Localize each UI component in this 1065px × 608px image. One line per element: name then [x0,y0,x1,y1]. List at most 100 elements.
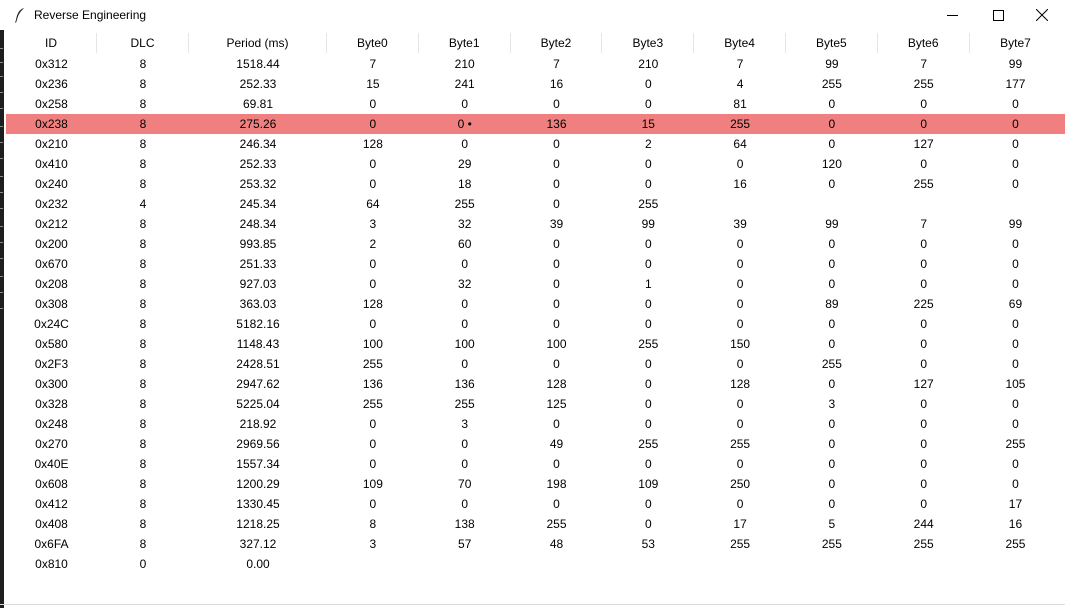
table-row[interactable]: 0x670 8 251.33 0 0 0 0 0 0 0 0 [6,254,1065,274]
cell-byte5: 255 [821,77,842,91]
cell-byte4: 255 [730,437,751,451]
table-row[interactable]: 0x308 8 363.03 128 0 0 0 0 89 225 69 [6,294,1065,314]
table-row[interactable]: 0x258 8 69.81 0 0 0 0 81 0 0 0 [6,94,1065,114]
table-row[interactable]: 0x312 8 1518.44 7 210 7 210 7 99 7 99 [6,54,1065,74]
cell-dlc: 8 [139,297,147,311]
cell-period: 5182.16 [236,317,280,331]
cell-byte7: 105 [1005,377,1026,391]
cell-period: 327.12 [239,537,277,551]
cell-byte1: 0 [461,357,469,371]
column-header-byte5[interactable]: Byte5 [786,33,878,53]
table-row[interactable]: 0x210 8 246.34 128 0 0 2 64 0 127 0 [6,134,1065,154]
table-row[interactable]: 0x208 8 927.03 0 32 0 1 0 0 0 0 [6,274,1065,294]
cell-byte7: 255 [1005,437,1026,451]
table-row[interactable]: 0x608 8 1200.29 109 70 198 109 250 0 0 0 [6,474,1065,494]
cell-byte2: 136 [546,117,567,131]
cell-id: 0x212 [35,217,68,231]
cell-byte5: 0 [828,457,836,471]
cell-byte2: 16 [549,77,564,91]
cell-period: 1200.29 [236,477,280,491]
minimize-button[interactable] [929,0,975,30]
cell-byte7: 255 [1005,537,1026,551]
column-header-byte1[interactable]: Byte1 [419,33,511,53]
cell-dlc: 8 [139,377,147,391]
table-row[interactable]: 0x810 0 0.00 [6,554,1065,574]
cell-dlc: 8 [139,417,147,431]
cell-byte2: 0 [553,137,560,151]
cell-byte3: 0 [644,157,652,171]
table-row[interactable]: 0x240 8 253.32 0 18 0 0 16 0 255 0 [6,174,1065,194]
cell-byte0: 100 [362,337,383,351]
cell-byte0: 255 [362,357,383,371]
column-header-byte3[interactable]: Byte3 [602,33,695,53]
table-row[interactable]: 0x200 8 993.85 2 60 0 0 0 0 0 0 [6,234,1065,254]
cell-byte7: 16 [1008,517,1023,531]
cell-period: 1518.44 [236,57,280,71]
cell-byte6: 0 [920,457,928,471]
table-row[interactable]: 0x328 8 5225.04 255 255 125 0 0 3 0 0 [6,394,1065,414]
cell-period: 1148.43 [236,337,280,351]
column-header-byte2[interactable]: Byte2 [511,33,603,53]
column-header-byte4[interactable]: Byte4 [694,33,786,53]
column-header-byte0[interactable]: Byte0 [327,33,419,53]
cell-dlc: 8 [139,77,147,91]
table-row[interactable]: 0x580 8 1148.43 100 100 100 255 150 0 0 0 [6,334,1065,354]
cell-dlc: 8 [139,317,147,331]
cell-byte7: 0 [1012,337,1019,351]
cell-dlc: 8 [139,97,147,111]
cell-byte4: 250 [730,477,751,491]
column-header-byte7[interactable]: Byte7 [1000,36,1031,50]
table-row[interactable]: 0x212 8 248.34 3 32 39 99 39 99 7 99 [6,214,1065,234]
cell-byte5: 0 [828,337,836,351]
cell-byte4: 0 [736,277,744,291]
cell-byte1: 100 [454,337,475,351]
cell-byte5: 3 [828,397,836,411]
cell-dlc: 4 [139,197,147,211]
cell-byte1 [419,554,511,574]
table-row[interactable]: 0x408 8 1218.25 8 138 255 0 17 5 244 16 [6,514,1065,534]
cell-period: 253.32 [239,177,277,191]
cell-id: 0x412 [35,497,68,511]
cell-byte3: 53 [641,537,655,551]
column-header-id[interactable]: ID [6,33,97,53]
cell-byte2: 0 [553,237,560,251]
column-header-dlc[interactable]: DLC [97,33,189,53]
cell-byte2: 0 [553,497,560,511]
cell-id: 0x240 [35,177,68,191]
table-row[interactable]: 0x24C 8 5182.16 0 0 0 0 0 0 0 0 [6,314,1065,334]
cell-byte6: 0 [920,97,928,111]
cell-byte0: 0 [369,457,377,471]
cell-byte7 [970,554,1062,574]
table-row[interactable]: 0x412 8 1330.45 0 0 0 0 0 0 0 17 [6,494,1065,514]
table-row[interactable]: 0x6FA 8 327.12 3 57 48 53 255 255 255 255 [6,534,1065,554]
cell-period: 2428.51 [236,357,280,371]
cell-byte2: 0 [553,457,560,471]
close-button[interactable] [1019,0,1065,30]
cell-byte5: 0 [828,257,836,271]
table-row[interactable]: 0x40E 8 1557.34 0 0 0 0 0 0 0 0 [6,454,1065,474]
table-row[interactable]: 0x236 8 252.33 15 241 16 0 4 255 255 177 [6,74,1065,94]
table-row-selected[interactable]: 0x238 8 275.26 0 0 • 136 15 255 0 0 0 [6,114,1065,134]
background-window-edge [0,30,4,608]
table-row[interactable]: 0x248 8 218.92 0 3 0 0 0 0 0 0 [6,414,1065,434]
cell-byte7: 0 [1012,397,1019,411]
cell-byte1: 138 [454,517,475,531]
cell-byte4: 0 [736,497,744,511]
column-header-period[interactable]: Period (ms) [189,33,327,53]
table-row[interactable]: 0x232 4 245.34 64 255 0 255 [6,194,1065,214]
cell-byte0: 8 [369,517,377,531]
cell-byte0 [327,554,419,574]
cell-byte4: 0 [736,357,744,371]
can-message-table[interactable]: ID DLC Period (ms) Byte0 Byte1 Byte2 Byt… [6,33,1065,608]
table-row[interactable]: 0x300 8 2947.62 136 136 128 0 128 0 127 105 [6,374,1065,394]
table-row[interactable]: 0x410 8 252.33 0 29 0 0 0 120 0 0 [6,154,1065,174]
maximize-button[interactable] [975,0,1021,30]
cell-dlc: 8 [139,437,147,451]
column-header-byte6[interactable]: Byte6 [878,33,970,53]
table-header: ID DLC Period (ms) Byte0 Byte1 Byte2 Byt… [6,33,1065,53]
table-row[interactable]: 0x270 8 2969.56 0 0 49 255 255 0 0 255 [6,434,1065,454]
maximize-icon [992,9,1004,21]
cell-byte7: 0 [1012,457,1019,471]
table-row[interactable]: 0x2F3 8 2428.51 255 0 0 0 0 255 0 0 [6,354,1065,374]
cell-byte2: 255 [546,517,567,531]
